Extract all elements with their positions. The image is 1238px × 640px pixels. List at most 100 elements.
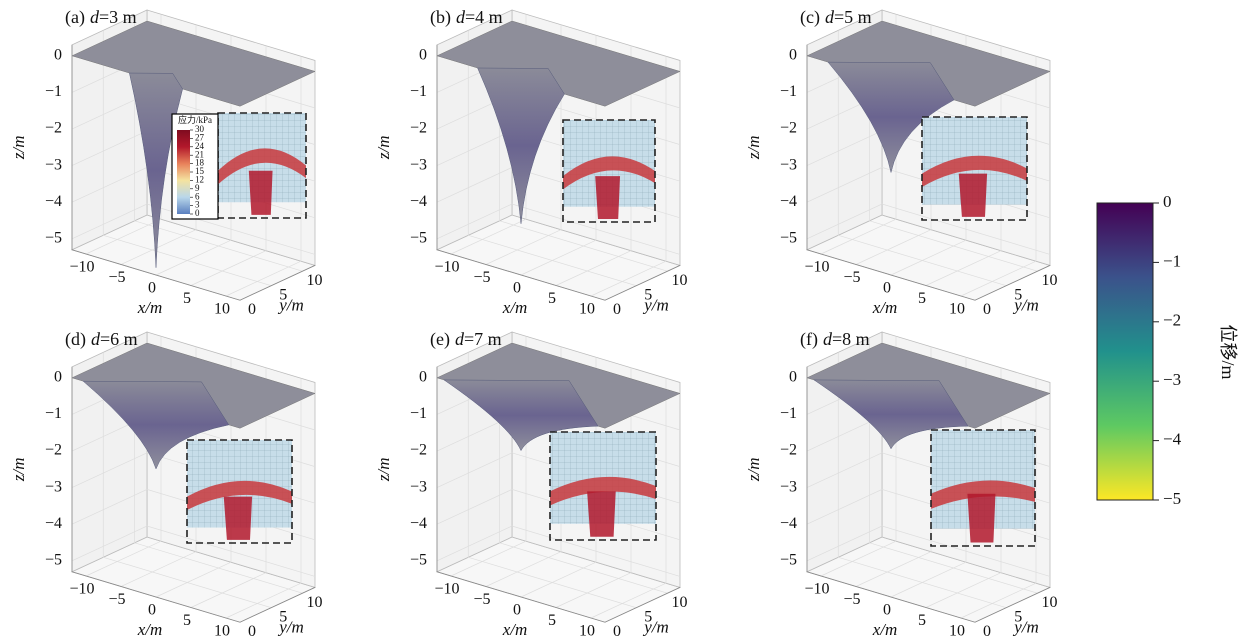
y-tick-label: 0: [248, 301, 256, 318]
colorbar-tick-label: −5: [1163, 489, 1181, 508]
x-tick-label: 5: [183, 290, 191, 307]
y-axis-label: y/m: [642, 296, 669, 315]
z-tick-label: −1: [410, 405, 427, 422]
y-axis-label: y/m: [642, 618, 669, 637]
z-axis-label: z/m: [9, 458, 28, 483]
x-axis-label: x/m: [502, 620, 528, 639]
z-tick-label: 0: [789, 368, 797, 385]
x-tick-label: −10: [434, 259, 459, 276]
x-tick-label: −10: [804, 581, 829, 598]
panel-title: (e)d=7 m: [430, 329, 502, 350]
z-tick-label: −1: [780, 405, 797, 422]
panel: −5−4−3−2−10−10−505100510x/my/mz/m(c)d=5 …: [744, 7, 1058, 318]
y-axis-label: y/m: [1012, 618, 1039, 637]
y-tick-label: 0: [613, 301, 621, 318]
z-tick-label: −3: [45, 478, 62, 495]
z-tick-label: −4: [45, 193, 62, 210]
title-part: (f): [800, 329, 818, 350]
x-tick-label: −10: [804, 259, 829, 276]
title-part: (d): [65, 329, 86, 350]
inset-stress-stem: [224, 497, 252, 540]
inset-stress-stem: [959, 174, 987, 217]
x-tick-label: 0: [883, 280, 891, 297]
z-tick-label: −5: [45, 229, 62, 246]
panel-title: (f)d=8 m: [800, 329, 870, 350]
z-tick-label: −2: [410, 120, 427, 137]
z-tick-label: −2: [45, 120, 62, 137]
z-tick-label: −3: [45, 156, 62, 173]
x-tick-label: 5: [183, 612, 191, 629]
z-tick-label: −1: [45, 83, 62, 100]
inset-tick-label: 0: [195, 208, 200, 218]
x-tick-label: −5: [843, 269, 860, 286]
x-tick-label: −5: [473, 269, 490, 286]
x-tick-label: 10: [214, 623, 230, 640]
panel-title: (b)d=4 m: [430, 7, 503, 28]
y-tick-label: 0: [248, 623, 256, 640]
x-tick-label: 10: [949, 301, 965, 318]
x-axis-label: x/m: [137, 298, 163, 317]
title-part: =3 m: [99, 7, 137, 27]
z-tick-label: −4: [780, 193, 797, 210]
inset-stress-stem: [249, 171, 273, 215]
x-tick-label: −5: [108, 591, 125, 608]
z-tick-label: −4: [45, 515, 62, 532]
y-tick-label: 0: [613, 623, 621, 640]
colorbar-tick-label: −2: [1163, 311, 1181, 330]
z-tick-label: −1: [410, 83, 427, 100]
panel: −5−4−3−2−10−10−505100510x/my/mz/m(a)d=3 …: [9, 7, 323, 318]
z-tick-label: 0: [54, 368, 62, 385]
inset-stress-stem: [587, 491, 616, 536]
title-part: =5 m: [834, 7, 872, 27]
x-tick-label: −5: [108, 269, 125, 286]
title-part: =6 m: [100, 329, 138, 349]
panel-title: (d)d=6 m: [65, 329, 138, 350]
x-tick-label: 5: [548, 290, 556, 307]
y-tick-label: 10: [307, 594, 323, 611]
y-tick-label: 10: [672, 594, 688, 611]
colorbar-tick-label: 0: [1163, 192, 1172, 211]
z-tick-label: 0: [54, 46, 62, 63]
z-tick-label: 0: [419, 46, 427, 63]
x-tick-label: 10: [579, 301, 595, 318]
z-tick-label: −2: [780, 120, 797, 137]
z-tick-label: −4: [410, 193, 427, 210]
y-tick-label: 0: [983, 623, 991, 640]
z-tick-label: −1: [780, 83, 797, 100]
y-tick-label: 10: [1042, 272, 1058, 289]
colorbar: [1097, 203, 1153, 500]
x-axis-label: x/m: [502, 298, 528, 317]
x-axis-label: x/m: [872, 298, 898, 317]
x-tick-label: 0: [513, 602, 521, 619]
x-tick-label: 0: [148, 280, 156, 297]
y-tick-label: 10: [307, 272, 323, 289]
y-axis-label: y/m: [277, 618, 304, 637]
colorbar-tick-label: −1: [1163, 251, 1181, 270]
panel-title: (a)d=3 m: [65, 7, 137, 28]
z-tick-label: −5: [780, 551, 797, 568]
z-tick-label: −5: [410, 551, 427, 568]
z-axis-label: z/m: [744, 458, 763, 483]
x-tick-label: 10: [579, 623, 595, 640]
inset-colorbar: [177, 130, 190, 214]
z-tick-label: −4: [780, 515, 797, 532]
z-tick-label: 0: [419, 368, 427, 385]
z-tick-label: −3: [780, 478, 797, 495]
colorbar-tick-label: −3: [1163, 370, 1181, 389]
z-tick-label: −4: [410, 515, 427, 532]
x-tick-label: 10: [949, 623, 965, 640]
colorbar-tick-label: −4: [1163, 430, 1182, 449]
z-axis-label: z/m: [9, 136, 28, 161]
inset-stress-stem: [595, 176, 620, 219]
z-tick-label: −5: [45, 551, 62, 568]
z-tick-label: −3: [410, 478, 427, 495]
y-tick-label: 0: [983, 301, 991, 318]
x-tick-label: 5: [918, 612, 926, 629]
x-axis-label: x/m: [137, 620, 163, 639]
x-tick-label: −5: [473, 591, 490, 608]
x-axis-label: x/m: [872, 620, 898, 639]
z-tick-label: −1: [45, 405, 62, 422]
z-tick-label: −2: [45, 442, 62, 459]
